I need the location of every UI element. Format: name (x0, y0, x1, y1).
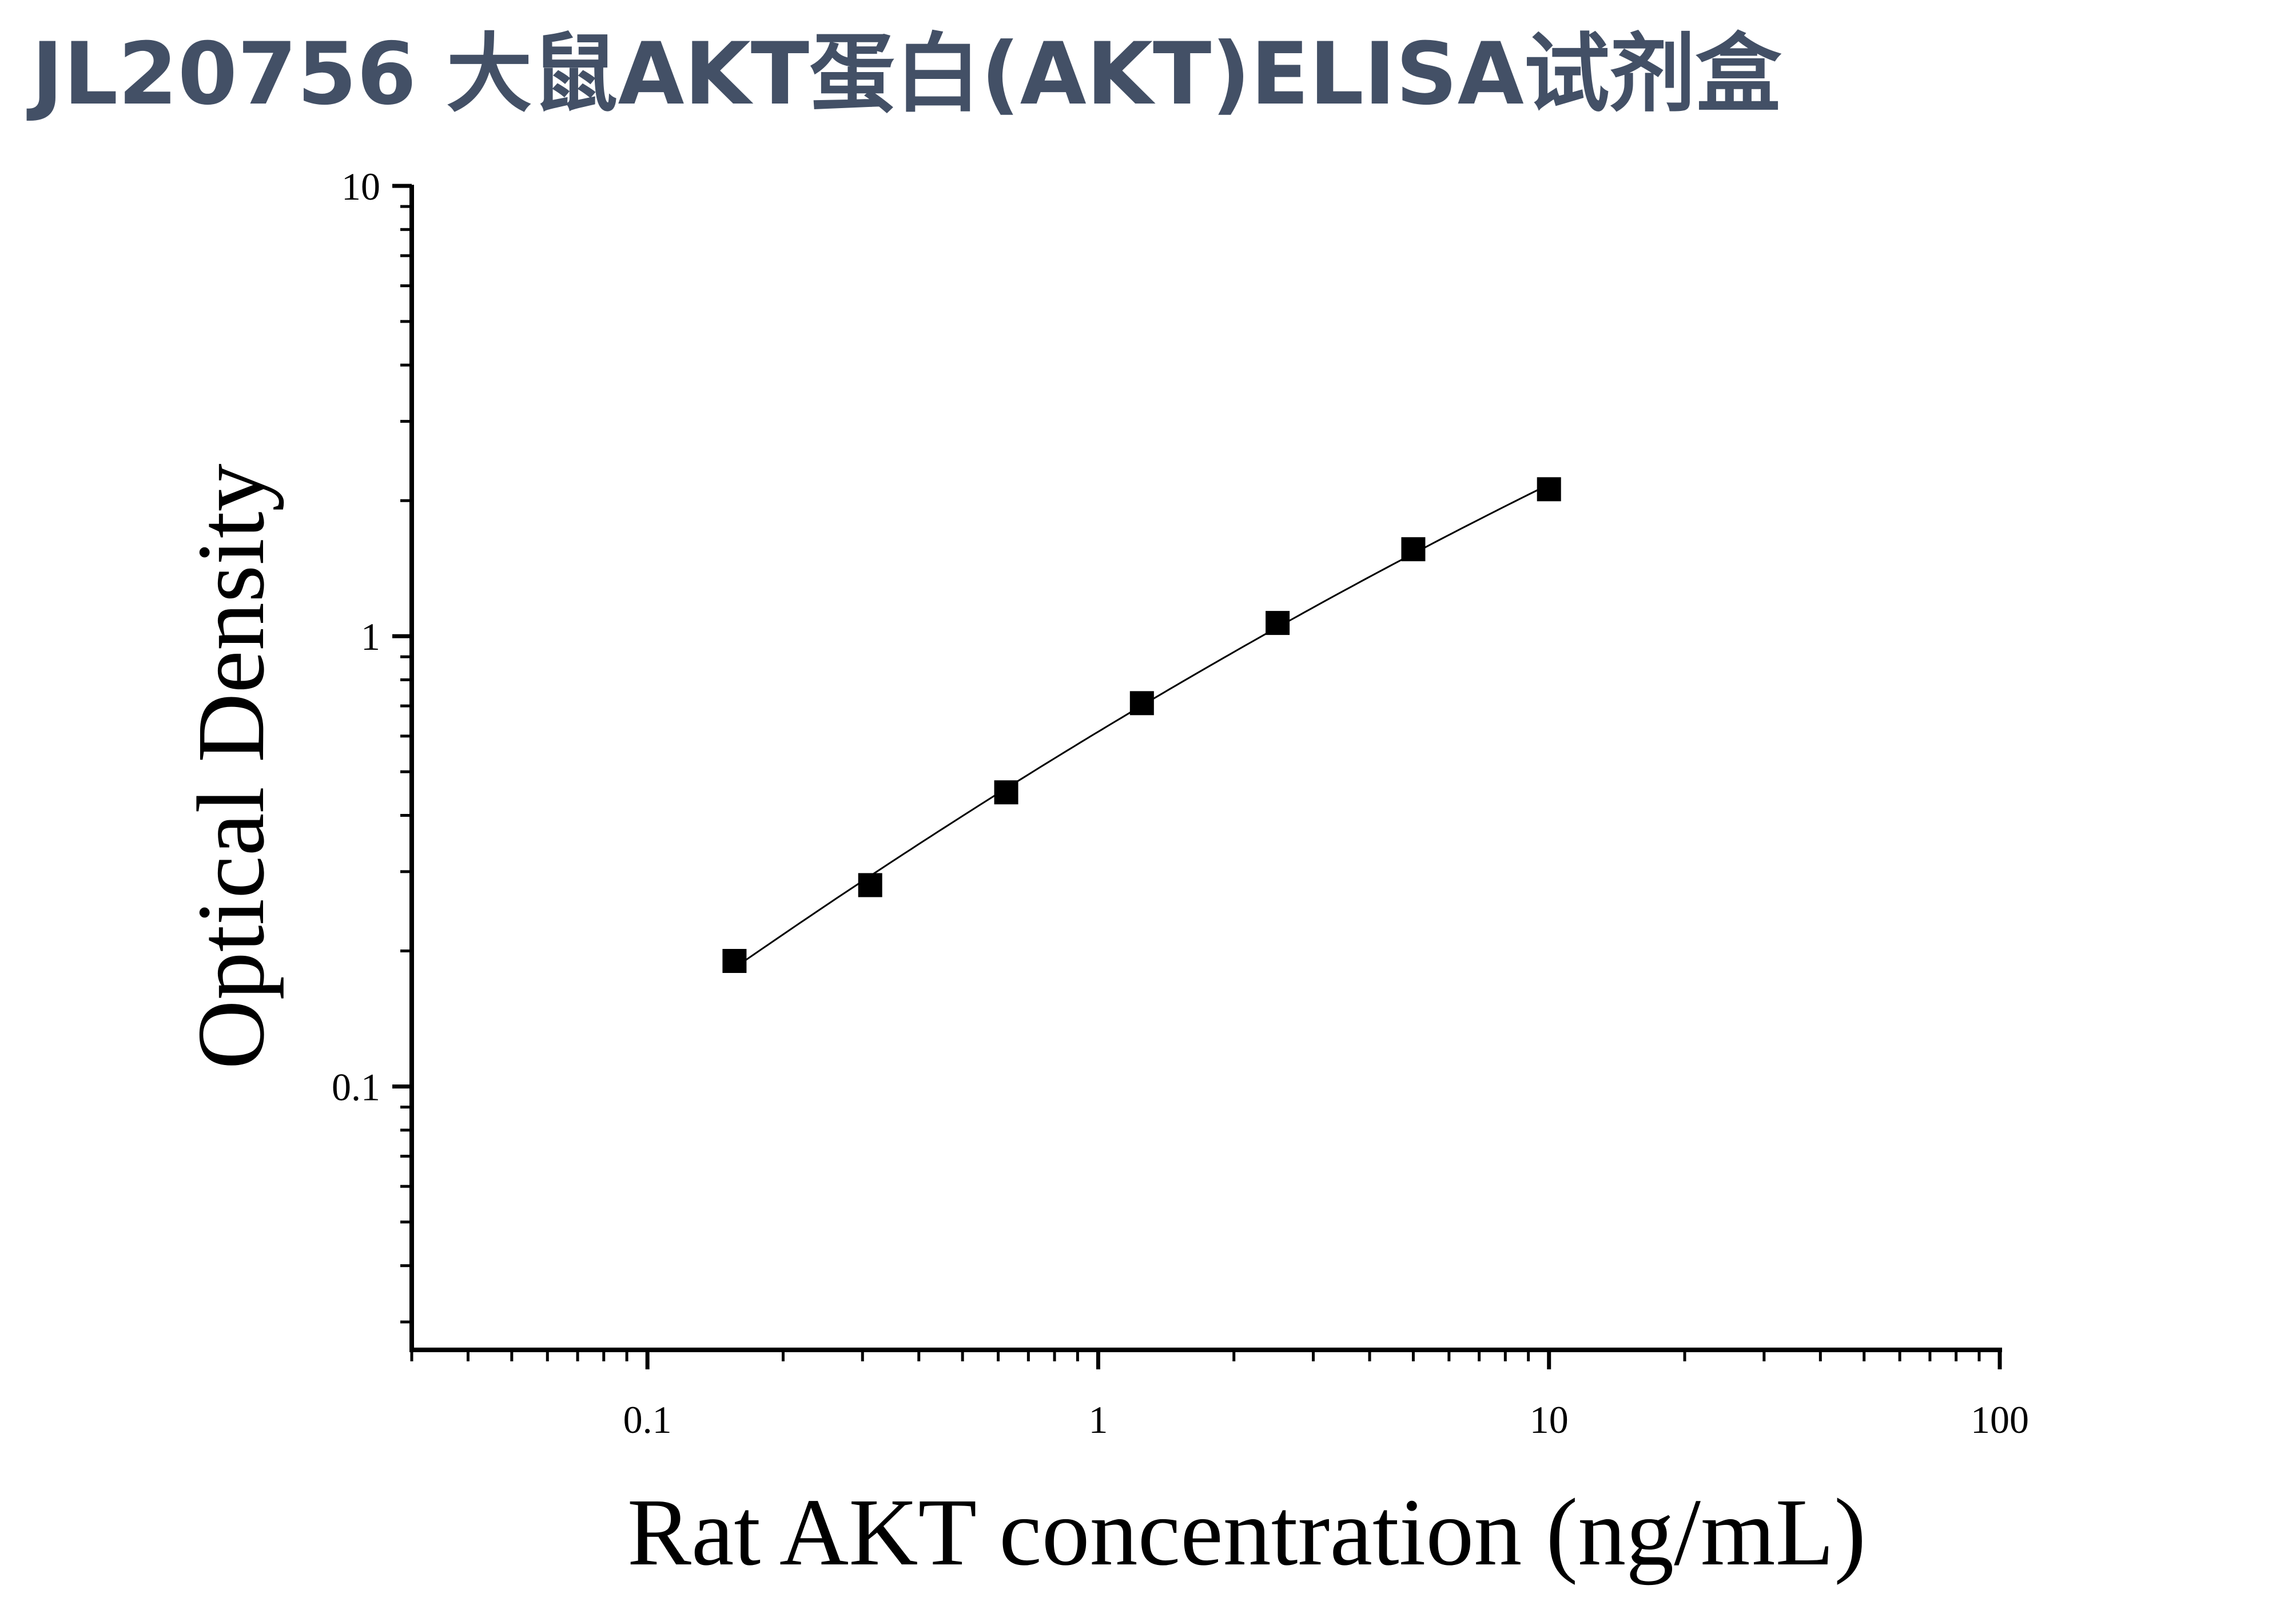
y-tick-label: 10 (341, 165, 380, 208)
data-point (1401, 537, 1426, 562)
tick-labels: 0.1 1 10 100 0.1 1 10 (332, 165, 2029, 1441)
data-point (858, 873, 882, 897)
data-point (1129, 691, 1154, 716)
y-tick-label: 0.1 (332, 1065, 380, 1109)
fit-curve (734, 483, 1550, 969)
x-tick-label: 100 (1971, 1398, 2029, 1441)
y-axis-label: Optical Density (178, 463, 284, 1069)
ticks (392, 184, 2002, 1369)
x-tick-label: 0.1 (623, 1398, 672, 1441)
x-tick-label: 1 (1088, 1398, 1108, 1441)
x-tick-label: 10 (1530, 1398, 1569, 1441)
data-points (722, 477, 1561, 974)
data-point (1266, 611, 1290, 635)
data-point (994, 780, 1018, 805)
fit-curve-group (734, 483, 1550, 969)
y-tick-label: 1 (361, 615, 380, 658)
data-point (722, 949, 747, 974)
data-point (1537, 477, 1561, 502)
x-axis-label: Rat AKT concentration (ng/mL) (627, 1479, 1866, 1586)
axes (409, 185, 2002, 1352)
chart-title: JL20756 大鼠AKT蛋白(AKT)ELISA试剂盒 (31, 25, 1781, 124)
